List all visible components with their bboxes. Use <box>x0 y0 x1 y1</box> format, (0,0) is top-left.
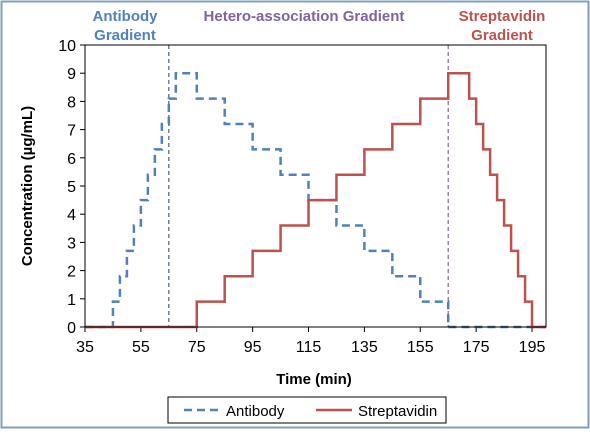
series-line-streptavidin <box>85 71 546 329</box>
y-tick-label: 6 <box>67 151 76 168</box>
legend-label-streptavidin: Streptavidin <box>358 403 437 420</box>
x-tick-label: 115 <box>296 339 322 356</box>
y-tick-label: 5 <box>67 179 76 196</box>
series-line-antibody <box>85 71 546 329</box>
y-axis-label: Concentration (µg/mL) <box>19 106 36 266</box>
y-tick-label: 3 <box>67 235 76 252</box>
annotation-label: Antibody <box>93 8 159 25</box>
x-tick-label: 55 <box>132 339 150 356</box>
x-tick-label: 35 <box>76 339 94 356</box>
x-axis-label: Time (min) <box>276 371 352 388</box>
y-tick-label: 7 <box>67 123 76 140</box>
x-tick-label: 95 <box>244 339 262 356</box>
annotation-label: Gradient <box>94 27 156 44</box>
legend-label-antibody: Antibody <box>226 403 285 420</box>
y-tick-label: 9 <box>67 66 76 83</box>
y-tick-label: 8 <box>67 94 76 111</box>
y-tick-label: 0 <box>67 320 76 337</box>
y-tick-label: 10 <box>58 38 76 55</box>
x-tick-label: 155 <box>407 339 434 356</box>
x-tick-label: 75 <box>188 339 206 356</box>
plot-area <box>84 44 547 328</box>
x-tick-label: 195 <box>519 339 546 356</box>
x-tick-label: 135 <box>351 339 378 356</box>
legend: Antibody Streptavidin <box>167 396 447 424</box>
annotation-label: Gradient <box>471 27 533 44</box>
annotation-label: Streptavidin <box>459 8 546 25</box>
y-tick-label: 1 <box>67 292 76 309</box>
annotation-label: Hetero-association Gradient <box>204 8 405 25</box>
x-tick-label: 175 <box>463 339 490 356</box>
y-tick-label: 4 <box>67 207 76 224</box>
y-tick-label: 2 <box>67 264 76 281</box>
